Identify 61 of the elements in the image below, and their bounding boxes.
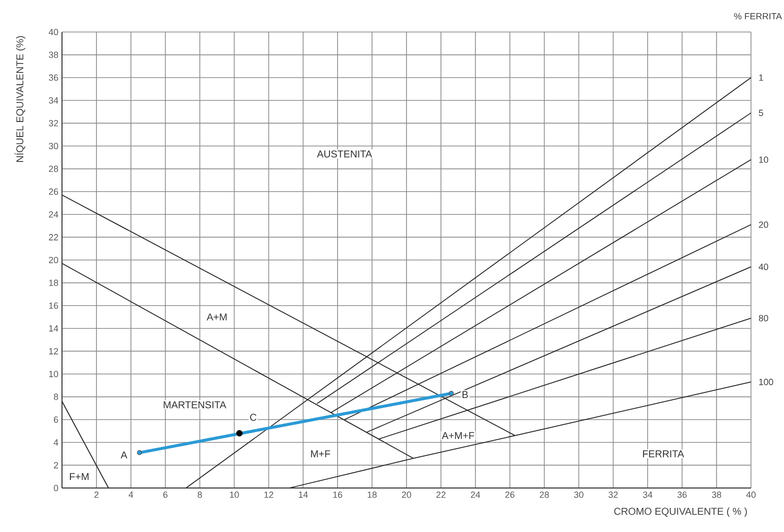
x-tick-label: 4 (128, 492, 134, 498)
y-tick-label: 0 (54, 484, 58, 492)
y-tick-label: 32 (48, 120, 58, 126)
y-tick-label: 12 (49, 348, 58, 354)
x-tick-label: 40 (746, 492, 756, 498)
y-tick-label: 24 (48, 211, 58, 218)
x-axis-title: CROMO EQUIVALENTE ( % ) (614, 508, 747, 517)
series-label: 1 (759, 74, 764, 81)
y-tick-label: 6 (54, 416, 58, 423)
y-tick-label: 40 (48, 28, 58, 36)
series-label: 10 (759, 156, 768, 163)
x-tick-label: 2 (94, 492, 98, 498)
y-tick-label: 16 (49, 302, 58, 309)
x-tick-label: 28 (540, 492, 549, 498)
annotation: C (250, 414, 256, 421)
annotation: M+F (311, 450, 330, 458)
annotation: A+M+F (442, 432, 474, 439)
y-tick-label: 14 (49, 325, 58, 332)
series-label: 100 (759, 378, 774, 386)
annotation: B (462, 391, 468, 398)
series-label: 40 (758, 264, 768, 270)
x-tick-label: 30 (574, 492, 584, 498)
x-tick-label: 36 (677, 492, 687, 498)
x-tick-label: 34 (643, 492, 652, 498)
y-tick-label: 4 (54, 439, 58, 446)
y-tick-label: 18 (49, 280, 58, 286)
y-tick-label: 36 (48, 74, 58, 81)
y-tick-label: 34 (48, 97, 58, 104)
annotation: MARTENSITA (164, 401, 226, 408)
text: % FERRITA (734, 13, 782, 20)
x-tick-label: 18 (368, 492, 377, 498)
y-tick-label: 22 (48, 234, 58, 240)
y-tick-label: 28 (48, 166, 58, 172)
y-tick-label: 38 (48, 52, 58, 58)
y-tick-label: 8 (54, 394, 58, 400)
x-tick-label: 20 (402, 492, 412, 498)
y-axis-title: NÍQUEL EQUIVALENTE (%) (14, 36, 26, 162)
annotation: F+M (70, 473, 89, 480)
x-tick-label: 10 (230, 492, 239, 498)
y-tick-label: 26 (48, 188, 58, 195)
x-tick-label: 24 (470, 492, 480, 498)
y-tick-label: 30 (48, 142, 58, 150)
x-tick-label: 32 (608, 492, 618, 498)
x-tick-label: 6 (163, 492, 168, 498)
y-tick-label: 10 (49, 370, 58, 378)
annotation: A+M (206, 314, 227, 320)
x-tick-label: 8 (198, 492, 202, 498)
annotation: AUSTENITA (316, 150, 372, 158)
x-tick-label: 16 (333, 492, 342, 498)
y-tick-label: 2 (54, 462, 58, 468)
annotation: FERRITA (643, 450, 684, 458)
x-tick-label: 12 (264, 492, 274, 498)
x-tick-label: 38 (712, 492, 722, 498)
series-label: 20 (758, 221, 768, 228)
x-tick-label: 22 (436, 492, 446, 498)
annotation: A (120, 452, 128, 458)
series-label: 80 (758, 314, 768, 322)
y-tick-label: 20 (48, 256, 58, 264)
x-tick-label: 26 (505, 492, 514, 498)
x-tick-label: 14 (298, 492, 308, 498)
series-label: 5 (758, 110, 764, 116)
